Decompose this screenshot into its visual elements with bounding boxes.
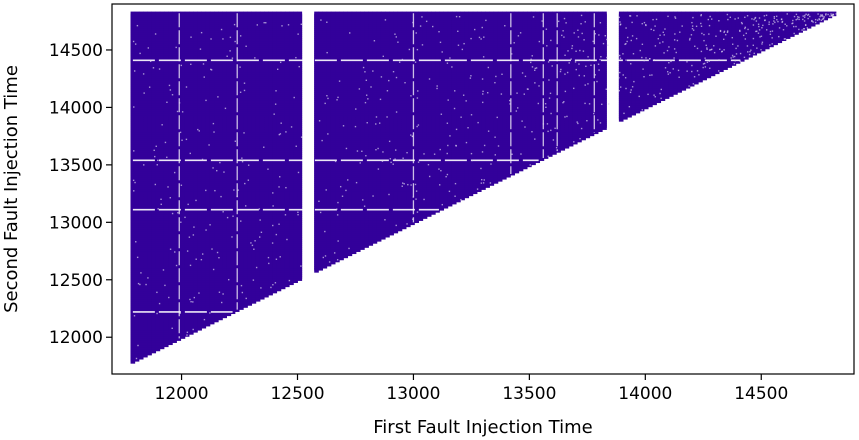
data-point [193,11,198,17]
data-point [147,11,152,17]
data-point [222,11,227,17]
data-point [230,11,236,17]
data-point [205,11,211,17]
data-point [134,11,140,17]
data-point [214,11,219,17]
data-point [168,11,173,17]
data-point [172,11,177,17]
data-point [155,11,161,17]
data-point [209,11,215,17]
data-point [255,11,261,17]
data-point [189,11,194,17]
data-point [163,11,169,17]
data-point [143,11,148,17]
data-point [243,11,248,17]
data-point [201,11,207,17]
data-point [226,11,232,17]
data-point [151,11,157,17]
data-point [197,11,202,17]
data-points [130,11,837,364]
data-point [218,11,223,17]
data-point [247,11,253,17]
data-point [159,11,165,17]
data-point [251,11,257,17]
data-point [239,11,244,17]
data-point [180,11,186,17]
data-point [184,11,190,17]
data-point [130,11,136,17]
data-point [259,11,265,17]
data-point [138,11,144,17]
